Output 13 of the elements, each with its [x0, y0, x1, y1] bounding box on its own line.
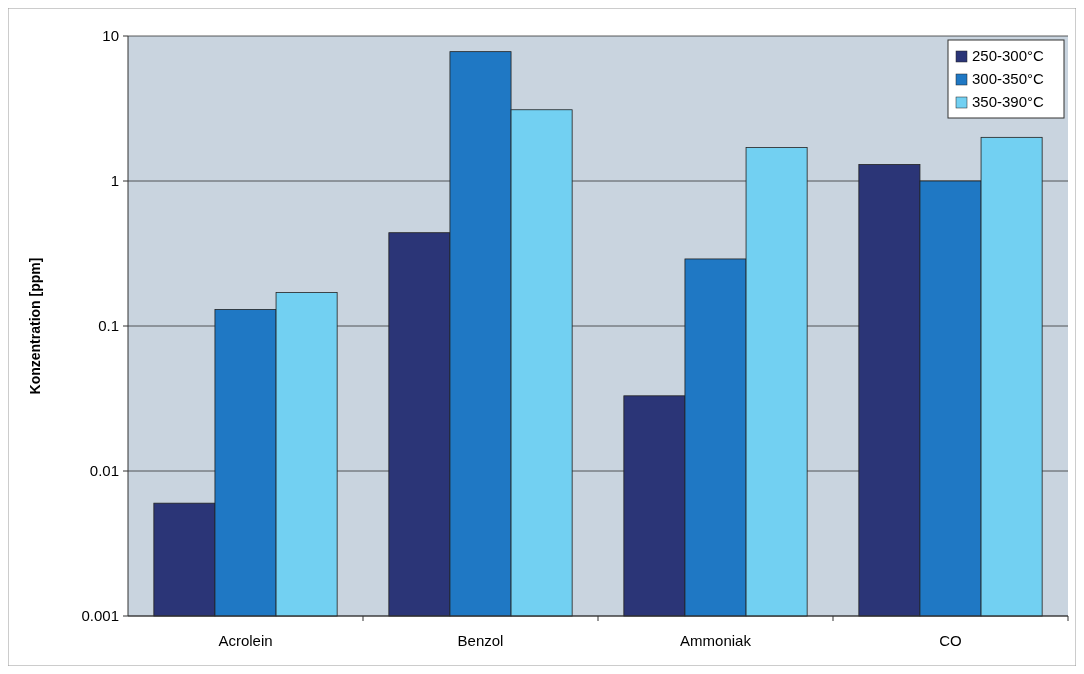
x-tick-label: Ammoniak — [680, 632, 752, 649]
x-tick-label: CO — [939, 632, 962, 649]
x-tick-label: Benzol — [457, 632, 504, 649]
y-tick-label: 0.1 — [98, 317, 119, 335]
y-tick-label: 0.01 — [89, 462, 119, 480]
y-tick-label: 0.001 — [81, 607, 119, 625]
y-tick-label: 10 — [102, 27, 119, 45]
legend-label: 300-350°C — [972, 70, 1045, 87]
legend-label: 350-390°C — [972, 93, 1045, 110]
legend-label: 250-300°C — [972, 47, 1045, 64]
y-axis-title: Konzentration [ppm] — [27, 257, 43, 395]
y-tick-label: 1 — [110, 172, 119, 190]
x-tick-label: Acrolein — [218, 632, 273, 649]
